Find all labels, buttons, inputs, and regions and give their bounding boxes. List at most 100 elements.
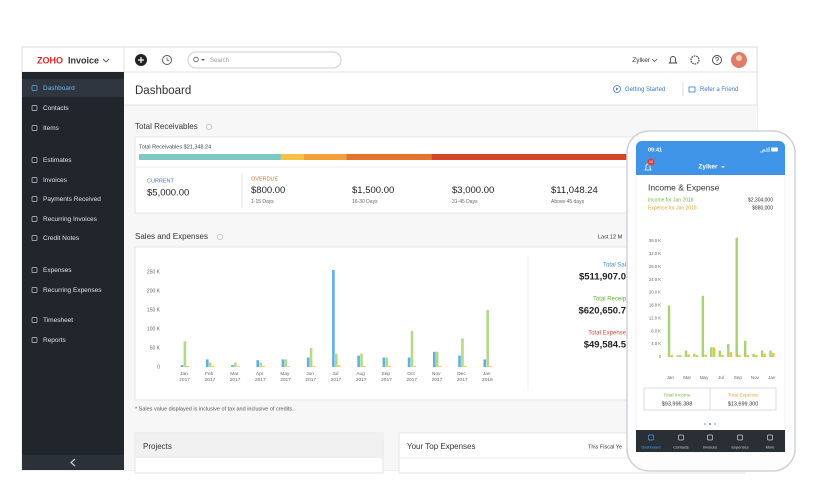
period-filter[interactable]: This Fiscal Ye (588, 444, 622, 450)
menu-item[interactable]: Estimates (43, 157, 72, 164)
status-time: 09:41 (648, 147, 662, 153)
bar (763, 353, 767, 357)
menu-icon (31, 125, 38, 131)
bar (332, 270, 335, 367)
menu-item[interactable]: Recurring Invoices (43, 216, 98, 223)
page-dot (709, 423, 711, 425)
receivable-amount: $5,000.00 (147, 188, 189, 199)
menu-icon (31, 317, 38, 323)
receivable-period: 31-45 Days (452, 199, 478, 205)
bar (438, 365, 442, 367)
section-title: Total Receivables (135, 122, 198, 131)
bar (259, 362, 262, 367)
x-tick-label: Nov (751, 375, 760, 380)
receivables-total: Total Receivables $21,348.24 (139, 144, 211, 150)
x-tick-label: Apr 2017 (255, 371, 266, 383)
menu-item[interactable]: Timesheet (43, 317, 73, 324)
bar (712, 347, 716, 357)
period-filter[interactable]: Last 12 M (598, 234, 623, 240)
receivable-amount: $11,048.24 (551, 185, 598, 196)
header-link[interactable]: Refer a Friend (700, 87, 738, 93)
getting-started-icon (613, 85, 621, 93)
phone-header-base (636, 165, 785, 175)
bar (410, 330, 414, 367)
bar (357, 355, 360, 367)
search-box[interactable] (187, 51, 342, 69)
menu-item[interactable]: Credit Notes (43, 235, 80, 242)
org-name[interactable]: Zylker (632, 57, 651, 64)
card-title: Your Top Expenses (407, 442, 476, 451)
bar (335, 353, 338, 367)
badge-count: 10 (649, 160, 653, 164)
bar (262, 365, 265, 367)
bar (385, 357, 389, 367)
total-value: $93,996.388 (662, 401, 693, 407)
gift-icon (688, 86, 696, 93)
tab-label[interactable]: Expenses (731, 445, 748, 450)
x-tick-label: May (700, 375, 709, 380)
bar (413, 365, 417, 367)
bar (727, 344, 730, 357)
card-title: Projects (143, 442, 172, 451)
total-label: Total Expense (728, 392, 758, 398)
org-chevron (651, 58, 658, 63)
tab-icon (707, 434, 713, 441)
bar (667, 305, 671, 357)
bar (458, 355, 461, 367)
tab-label[interactable]: Dashboard (641, 445, 660, 450)
x-tick-label: Jul (718, 375, 724, 380)
x-tick-label: Jun 2017 (305, 371, 316, 383)
history-button[interactable] (162, 55, 172, 65)
total-label: Total Income (663, 392, 691, 398)
settings-button[interactable] (690, 55, 700, 65)
bar (281, 359, 285, 367)
menu-item[interactable]: Invoices (43, 177, 68, 184)
bar (755, 354, 758, 357)
tab-label[interactable]: Contacts (673, 445, 688, 450)
org-name[interactable]: Zylker (698, 164, 718, 171)
menu-item[interactable]: Payments Received (43, 196, 101, 203)
bar (208, 362, 212, 367)
menu-icon (31, 177, 38, 183)
info-icon (206, 124, 213, 131)
bar (670, 355, 673, 357)
x-tick-label: Mar (683, 375, 691, 380)
tab-label[interactable]: Invoices (703, 445, 717, 450)
bar (489, 365, 492, 367)
menu-item[interactable]: Expenses (43, 267, 72, 274)
group-label: CURRENT (147, 178, 175, 184)
total-value: $13,699.300 (728, 401, 759, 407)
total-label: Total Sal (603, 263, 626, 269)
receivable-amount: $800.00 (251, 185, 285, 196)
bar (760, 350, 764, 357)
menu-icon (31, 85, 38, 91)
tab-label[interactable]: More (766, 445, 775, 450)
bar (211, 365, 215, 367)
sidebar-collapse[interactable] (22, 455, 124, 470)
x-tick-label: Sep 2017 (381, 371, 392, 383)
header-link[interactable]: Getting Started (625, 87, 665, 93)
x-tick-label: Feb 2017 (205, 371, 216, 383)
bar (729, 352, 733, 357)
bar (701, 295, 705, 357)
bar (407, 357, 411, 367)
x-tick-label: Oct 2017 (406, 371, 417, 383)
menu-icon (31, 105, 38, 111)
bar (695, 355, 699, 357)
help-button[interactable] (712, 55, 722, 65)
menu-item[interactable]: Contacts (43, 105, 69, 112)
y-tick-label: 12.0 K (649, 315, 661, 320)
x-tick-label: Dec 2017 (457, 371, 468, 383)
info-icon (217, 234, 224, 241)
menu-item[interactable]: Dashboard (43, 85, 75, 92)
notifications-button[interactable] (668, 56, 678, 64)
menu-item[interactable]: Reports (43, 337, 67, 344)
y-tick-label: 36.0 K (649, 238, 661, 243)
menu-icon (31, 337, 38, 343)
menu-icon (31, 235, 38, 241)
signal-icon (760, 147, 770, 153)
product-name: Invoice (68, 55, 99, 65)
menu-item[interactable]: Recurring Expenses (43, 287, 102, 294)
menu-item[interactable]: Items (43, 125, 60, 132)
